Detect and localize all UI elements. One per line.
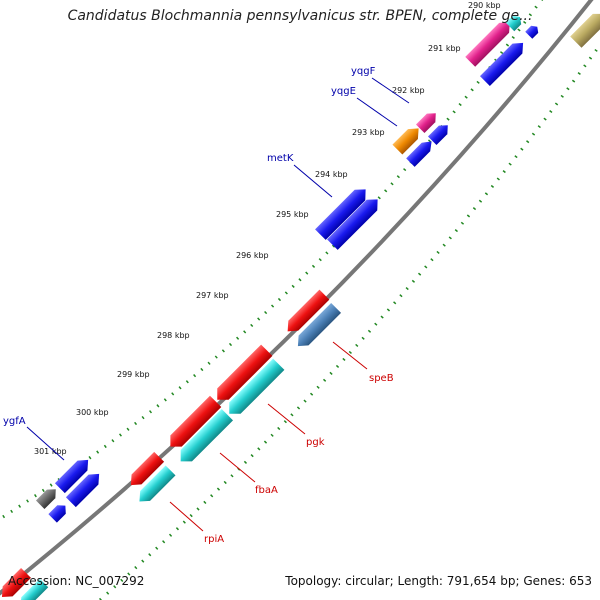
feature-blue-top xyxy=(479,42,524,87)
feature-red-speB xyxy=(287,289,330,332)
tick-track-inner xyxy=(0,0,544,521)
accession-text: Accession: NC_007292 xyxy=(8,574,145,588)
feature-magenta-small xyxy=(415,113,436,134)
gene-leader-line xyxy=(169,501,204,532)
feature-gray xyxy=(35,489,56,510)
gene-label-yqgF[interactable]: yqgF xyxy=(351,66,376,77)
gene-label-fbaA[interactable]: fbaA xyxy=(255,485,278,496)
kbp-tick-label: 295 kbp xyxy=(276,210,309,219)
gene-label-pgk[interactable]: pgk xyxy=(306,437,325,448)
gene-leader-line xyxy=(267,403,306,435)
kbp-tick-label: 293 kbp xyxy=(352,128,385,137)
feature-cyan-pgk xyxy=(229,358,285,414)
gene-label-speB[interactable]: speB xyxy=(369,373,394,384)
feature-cyan-rpiA xyxy=(139,465,176,502)
gene-label-yqgE[interactable]: yqgE xyxy=(331,86,356,97)
gene-label-ygfA[interactable]: ygfA xyxy=(3,416,26,427)
feature-red-corner xyxy=(1,568,31,598)
feature-magenta-top xyxy=(465,22,510,67)
feature-red-fbaA xyxy=(170,395,222,447)
kbp-tick-label: 296 kbp xyxy=(236,251,269,260)
feature-cyan-topright xyxy=(505,15,522,32)
feature-blue-tiny xyxy=(48,505,66,523)
gene-label-metK[interactable]: metK xyxy=(267,153,294,164)
feature-cyan-fbaA xyxy=(180,409,233,462)
feature-red-rpiA xyxy=(130,451,165,486)
feature-layer xyxy=(1,13,600,600)
feature-blue-yqgE xyxy=(406,141,432,167)
kbp-tick-label: 294 kbp xyxy=(315,170,348,179)
feature-red-pgk xyxy=(217,344,273,400)
gene-leader-line xyxy=(332,341,368,370)
label-layer: 290 kbp 291 kbp 292 kbp 293 kbp 294 kbp 295 k… xyxy=(3,1,501,545)
tick-track-outer xyxy=(99,44,600,600)
feature-blue-metK-b xyxy=(327,199,378,250)
kbp-tick-label: 291 kbp xyxy=(428,44,461,53)
gene-leader-line xyxy=(371,77,410,104)
feature-blue-small xyxy=(427,125,448,146)
kbp-tick-label: 292 kbp xyxy=(392,86,425,95)
feature-blue-metK-a xyxy=(315,189,366,240)
feature-blue-ygfA-b xyxy=(65,473,100,508)
kbp-tick-label: 298 kbp xyxy=(157,331,190,340)
kbp-tick-label: 300 kbp xyxy=(76,408,109,417)
kbp-tick-label: 297 kbp xyxy=(196,291,229,300)
feature-olive-corner xyxy=(570,13,600,48)
gene-leader-line xyxy=(356,97,398,127)
gene-leader-line xyxy=(219,452,256,483)
feature-steelblue-speB xyxy=(297,302,342,347)
gene-leader-line xyxy=(26,426,65,461)
topology-text: Topology: circular; Length: 791,654 bp; … xyxy=(285,574,592,588)
kbp-tick-label: 301 kbp xyxy=(34,447,67,456)
feature-orange xyxy=(392,128,419,155)
feature-blue-ygfA-a xyxy=(54,459,89,494)
feature-blue-tiny-top xyxy=(525,25,539,39)
kbp-tick-label: 290 kbp xyxy=(468,1,501,10)
gene-leader-line xyxy=(293,164,333,198)
page-title: Candidatus Blochmannia pennsylvanicus st… xyxy=(67,8,533,24)
gene-label-rpiA[interactable]: rpiA xyxy=(204,534,224,545)
kbp-tick-label: 299 kbp xyxy=(117,370,150,379)
